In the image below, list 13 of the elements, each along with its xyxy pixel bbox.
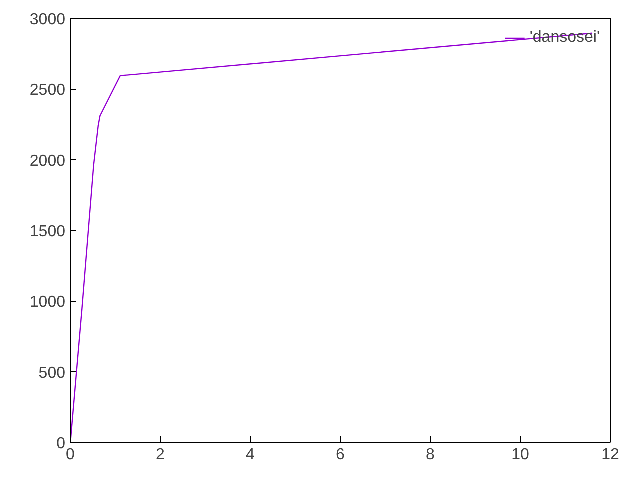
x-tick-label: 6 xyxy=(336,446,346,464)
y-tick-label: 500 xyxy=(38,364,66,382)
y-tick-label: 0 xyxy=(56,436,66,452)
x-tick-label: 4 xyxy=(246,446,256,464)
y-tick-label: 3000 xyxy=(30,12,66,28)
y-tick-label: 2500 xyxy=(30,82,66,100)
x-tick-label: 10 xyxy=(512,446,530,464)
x-tick-label: 12 xyxy=(602,446,620,464)
x-tick-label: 2 xyxy=(156,446,166,464)
y-tick-label: 1500 xyxy=(30,224,66,240)
y-tick-label: 1000 xyxy=(30,294,66,312)
x-tick-label: 8 xyxy=(426,446,436,464)
y-tick-label: 2000 xyxy=(30,152,66,170)
